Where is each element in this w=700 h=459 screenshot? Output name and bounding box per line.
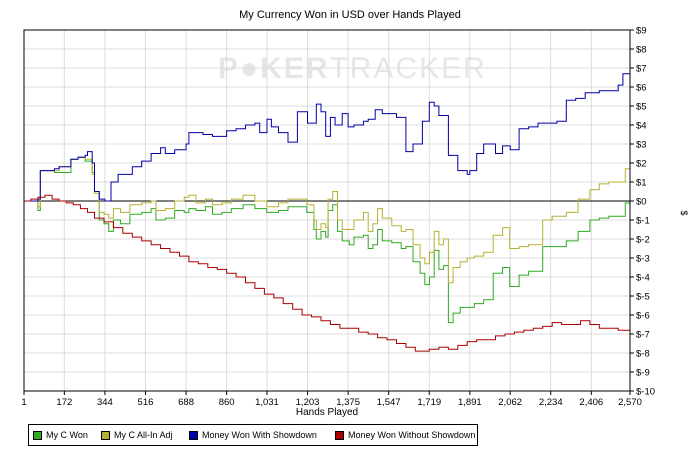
y-tick-label: $-6	[636, 311, 650, 322]
legend-label: My C All-In Adj	[114, 430, 173, 440]
y-tick-label: $-10	[636, 387, 655, 398]
x-tick-label: 860	[219, 397, 235, 408]
x-tick-label: 1,203	[296, 397, 320, 408]
y-tick-label: $9	[636, 26, 647, 37]
x-tick-label: 1,031	[255, 397, 279, 408]
x-tick-label: 2,406	[579, 397, 603, 408]
x-tick-label: 2,570	[618, 397, 642, 408]
x-tick-label: 344	[97, 397, 113, 408]
y-tick-label: $-8	[636, 349, 650, 360]
legend-item-1: My C Won	[33, 430, 88, 440]
plot-area-border	[23, 29, 631, 392]
x-axis-ticks: 1 172 344 516 688 860 1,031 1,203 1,375 1,547 1,71…	[21, 391, 642, 408]
series-line-4	[24, 194, 631, 352]
y-tick-label: $-1	[636, 216, 650, 227]
y-tick-label: $4	[636, 121, 647, 132]
legend-swatch	[335, 430, 344, 440]
y-tick-label: $1	[636, 178, 647, 189]
x-tick-label: 1	[21, 397, 26, 408]
y-tick-label: $3	[636, 140, 647, 151]
y-axis-label: $	[679, 210, 689, 215]
y-tick-label: $7	[636, 64, 647, 75]
y-tick-label: $8	[636, 45, 647, 56]
series-line-1	[24, 156, 631, 324]
legend-label: Money Won With Showdown	[202, 430, 317, 440]
y-tick-label: $-5	[636, 292, 650, 303]
y-axis-ticks: $9 $8 $7 $6 $5 $4 $3 $2 $1 $0 $-1 $-2 $-3 $-4 $-5 $-6 $-…	[630, 26, 655, 398]
chart-legend: My C Won My C All-In Adj Money Won With Sh…	[28, 424, 478, 446]
legend-swatch	[33, 430, 42, 440]
y-tick-label: $5	[636, 102, 647, 113]
legend-swatch	[101, 430, 110, 440]
x-axis-label: Hands Played	[296, 407, 358, 418]
series-line-2	[24, 156, 631, 284]
y-tick-label: $2	[636, 159, 647, 170]
y-tick-label: $-2	[636, 235, 650, 246]
series-layer	[24, 73, 631, 352]
x-tick-label: 1,375	[336, 397, 360, 408]
x-tick-label: 2,234	[539, 397, 563, 408]
legend-item-3: Money Won With Showdown	[189, 430, 317, 440]
legend-swatch	[189, 430, 198, 440]
x-tick-label: 2,062	[498, 397, 522, 408]
y-tick-label: $0	[636, 197, 647, 208]
series-line-3	[24, 73, 631, 202]
legend-label: Money Won Without Showdown	[348, 430, 476, 440]
y-tick-label: $-3	[636, 254, 650, 265]
x-tick-label: 1,547	[377, 397, 401, 408]
x-tick-label: 1,719	[417, 397, 441, 408]
grid-layer	[23, 29, 631, 392]
legend-item-4: Money Won Without Showdown	[335, 430, 475, 440]
legend-item-2: My C All-In Adj	[101, 430, 173, 440]
chart-title: My Currency Won in USD over Hands Played	[239, 9, 461, 21]
y-tick-label: $-9	[636, 368, 650, 379]
x-tick-label: 516	[138, 397, 154, 408]
legend-label: My C Won	[46, 430, 88, 440]
x-tick-label: 172	[56, 397, 72, 408]
y-tick-label: $-7	[636, 330, 650, 341]
x-tick-label: 1,891	[458, 397, 482, 408]
y-tick-label: $6	[636, 83, 647, 94]
x-tick-label: 688	[178, 397, 194, 408]
y-tick-label: $-4	[636, 273, 650, 284]
